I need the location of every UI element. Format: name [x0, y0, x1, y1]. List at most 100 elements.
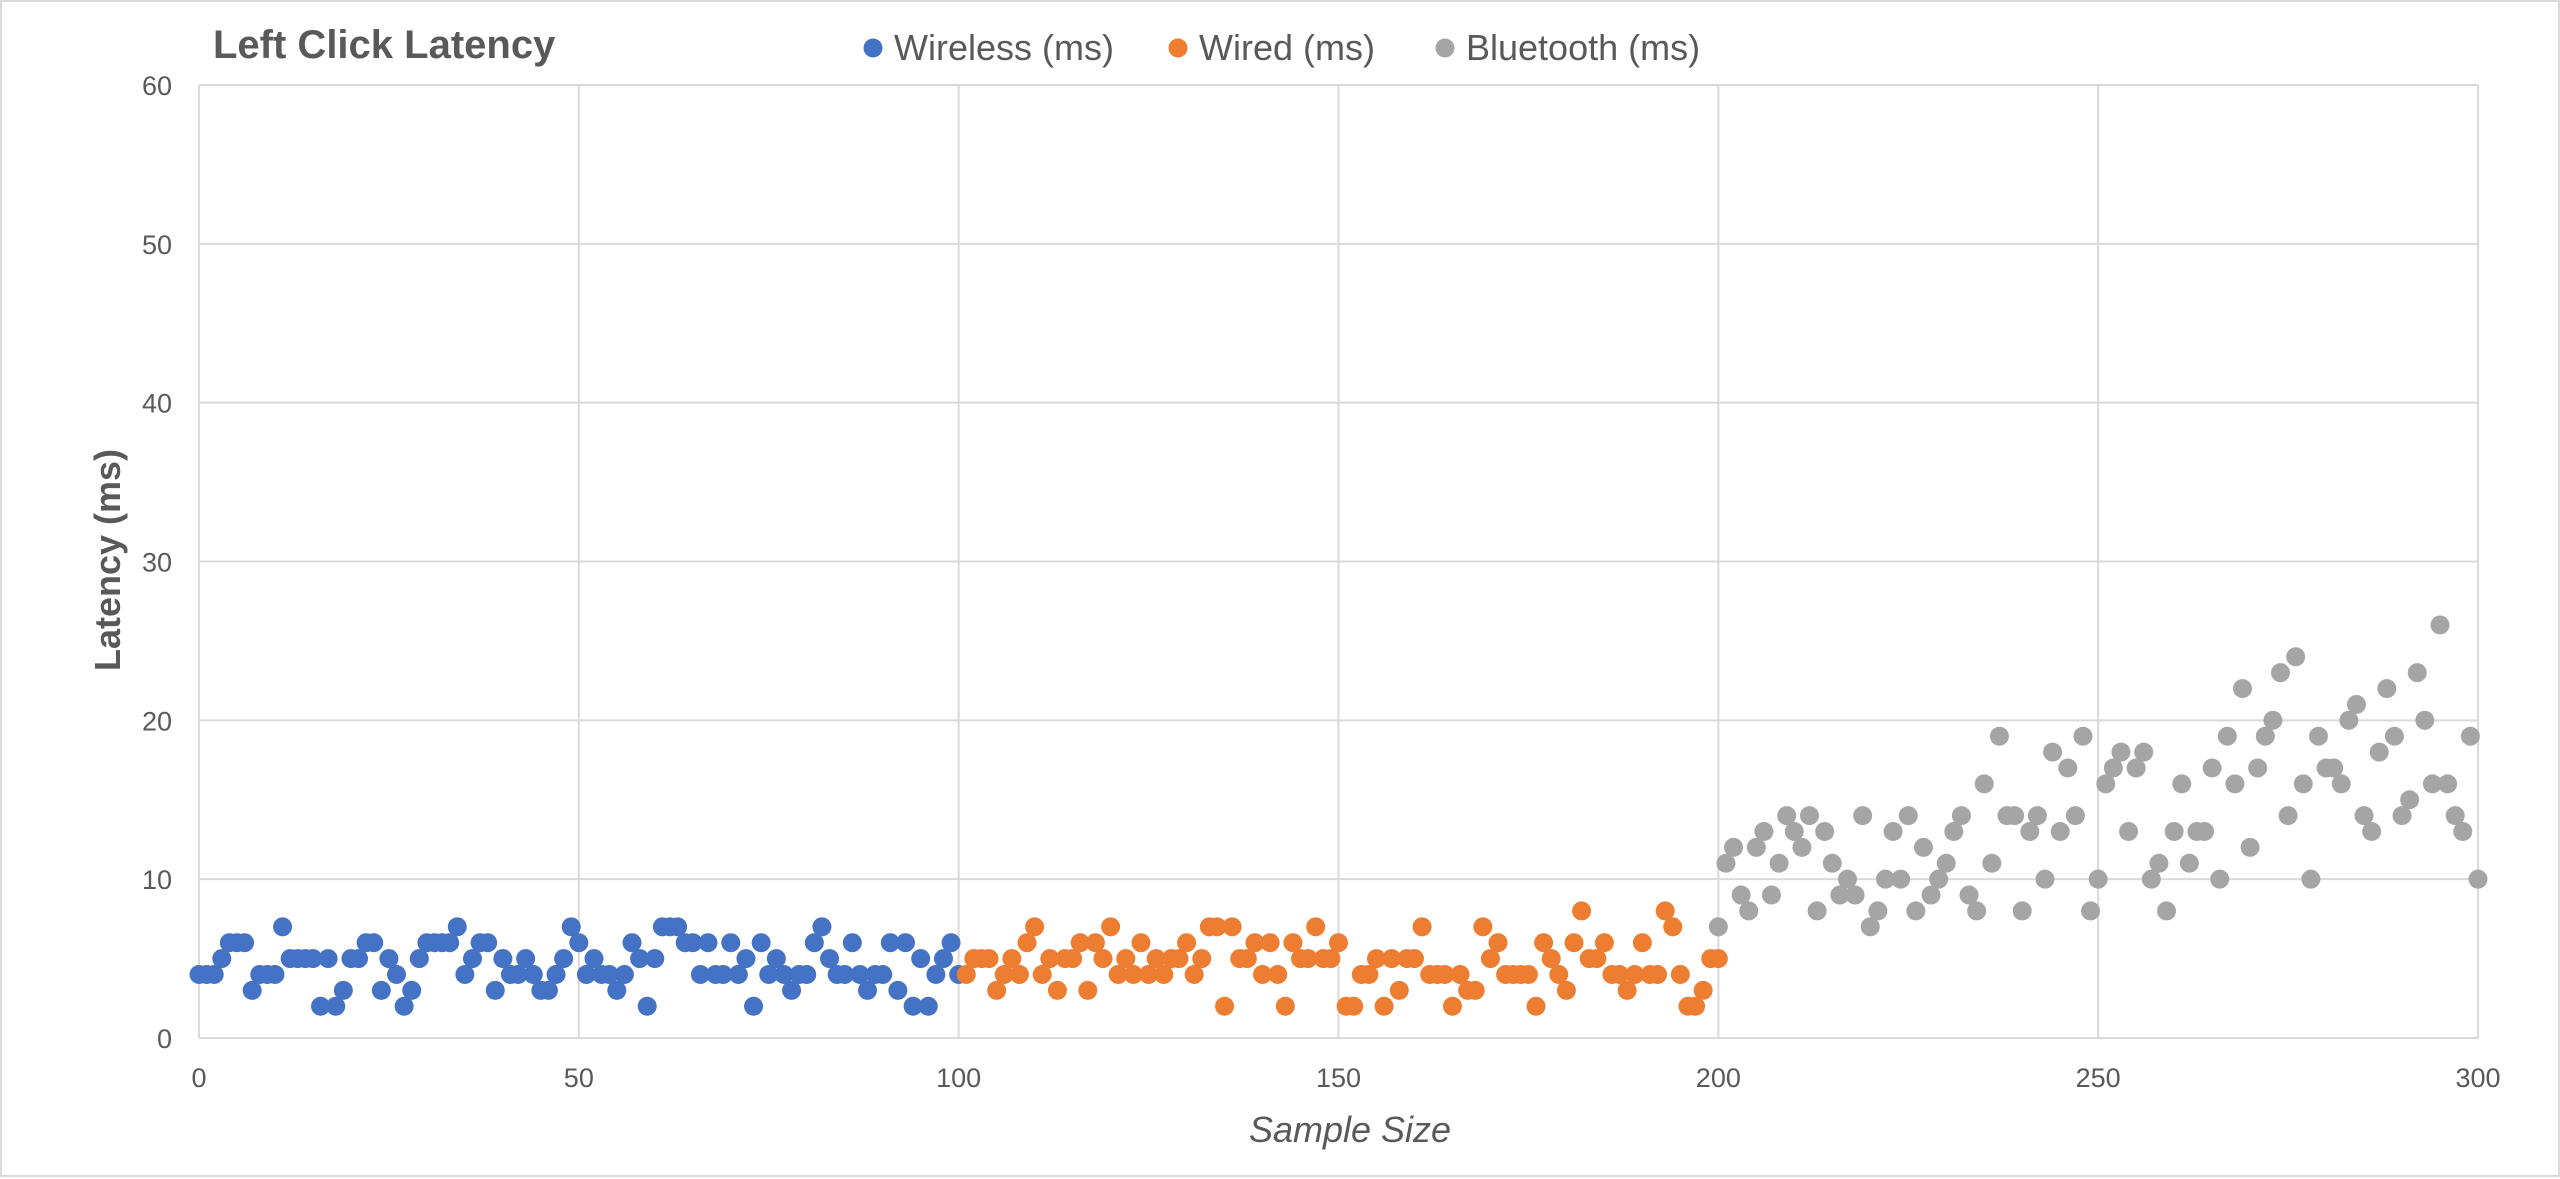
- series-1: [189, 917, 969, 1016]
- data-point: [941, 933, 961, 953]
- data-point: [1123, 964, 1143, 984]
- data-point: [668, 917, 688, 937]
- data-point: [2263, 710, 2283, 730]
- data-point: [1837, 869, 1857, 889]
- data-point: [926, 964, 946, 984]
- data-point: [2005, 806, 2025, 826]
- data-point: [1283, 933, 1303, 953]
- x-tick-label: 200: [1696, 1063, 1741, 1093]
- data-point: [1366, 949, 1386, 969]
- data-point: [349, 949, 369, 969]
- data-point: [2248, 758, 2268, 778]
- data-point: [1617, 980, 1637, 1000]
- data-point: [2308, 726, 2328, 746]
- data-point: [387, 964, 407, 984]
- legend-item: Wireless (ms): [863, 27, 1114, 68]
- data-point: [1275, 996, 1295, 1016]
- x-tick-label: 100: [936, 1063, 981, 1093]
- data-point: [394, 996, 414, 1016]
- data-point: [1465, 980, 1485, 1000]
- data-point: [759, 964, 779, 984]
- data-point: [1853, 806, 1873, 826]
- x-tick-label: 250: [2076, 1063, 2121, 1093]
- data-point: [1868, 901, 1888, 921]
- data-point: [2331, 774, 2351, 794]
- data-point: [1032, 964, 1052, 984]
- data-point: [2460, 726, 2480, 746]
- data-point: [2225, 774, 2245, 794]
- data-point: [2278, 806, 2298, 826]
- data-point: [979, 949, 999, 969]
- data-point: [766, 949, 786, 969]
- data-point: [2103, 758, 2123, 778]
- data-point: [1883, 822, 1903, 842]
- data-point: [1222, 917, 1242, 937]
- data-point: [1769, 853, 1789, 873]
- data-point: [584, 949, 604, 969]
- data-point: [1116, 949, 1136, 969]
- data-point: [1708, 949, 1728, 969]
- data-point: [1556, 980, 1576, 1000]
- data-point: [1192, 949, 1212, 969]
- y-tick-label: 10: [142, 865, 172, 895]
- data-point: [1374, 996, 1394, 1016]
- data-point: [2111, 742, 2131, 762]
- data-point: [637, 996, 657, 1016]
- data-point: [1708, 917, 1728, 937]
- data-point: [1959, 885, 1979, 905]
- data-point: [2050, 822, 2070, 842]
- data-point: [2157, 901, 2177, 921]
- data-point: [1974, 774, 1994, 794]
- data-point: [2187, 822, 2207, 842]
- data-point: [994, 964, 1014, 984]
- data-point: [2141, 869, 2161, 889]
- data-point: [1139, 964, 1159, 984]
- data-point: [607, 980, 627, 1000]
- data-point: [2035, 869, 2055, 889]
- data-point: [447, 917, 467, 937]
- data-point: [2043, 742, 2063, 762]
- data-point: [2210, 869, 2230, 889]
- data-point: [1913, 837, 1933, 857]
- data-point: [1944, 822, 1964, 842]
- data-point: [303, 949, 323, 969]
- data-point: [554, 949, 574, 969]
- data-point: [516, 949, 536, 969]
- data-point: [2407, 663, 2427, 683]
- data-point: [333, 980, 353, 1000]
- data-point: [2301, 869, 2321, 889]
- data-point: [2468, 869, 2488, 889]
- data-point: [2354, 806, 2374, 826]
- data-point: [1967, 901, 1987, 921]
- data-point: [1686, 996, 1706, 1016]
- data-point: [1025, 917, 1045, 937]
- data-point: [1382, 949, 1402, 969]
- data-point: [1784, 822, 1804, 842]
- data-point: [364, 933, 384, 953]
- data-point: [895, 933, 915, 953]
- gridlines: [198, 84, 2479, 1039]
- data-point: [698, 933, 718, 953]
- legend-item: Bluetooth (ms): [1435, 27, 1700, 68]
- data-point: [1739, 901, 1759, 921]
- data-point: [888, 980, 908, 1000]
- data-point: [2293, 774, 2313, 794]
- data-point: [1473, 917, 1493, 937]
- data-point: [2172, 774, 2192, 794]
- data-point: [455, 964, 475, 984]
- data-point: [2286, 647, 2306, 667]
- data-point: [1146, 949, 1166, 969]
- legend-item: Wired (ms): [1168, 27, 1375, 68]
- data-point: [2134, 742, 2154, 762]
- data-point: [797, 964, 817, 984]
- data-point: [2362, 822, 2382, 842]
- data-point: [774, 964, 794, 984]
- y-tick-label: 40: [142, 389, 172, 419]
- data-point: [683, 933, 703, 953]
- data-point: [1215, 996, 1235, 1016]
- y-tick-label: 50: [142, 230, 172, 260]
- data-point: [1655, 901, 1675, 921]
- data-point: [2126, 758, 2146, 778]
- data-point: [1131, 933, 1151, 953]
- data-point: [2445, 806, 2465, 826]
